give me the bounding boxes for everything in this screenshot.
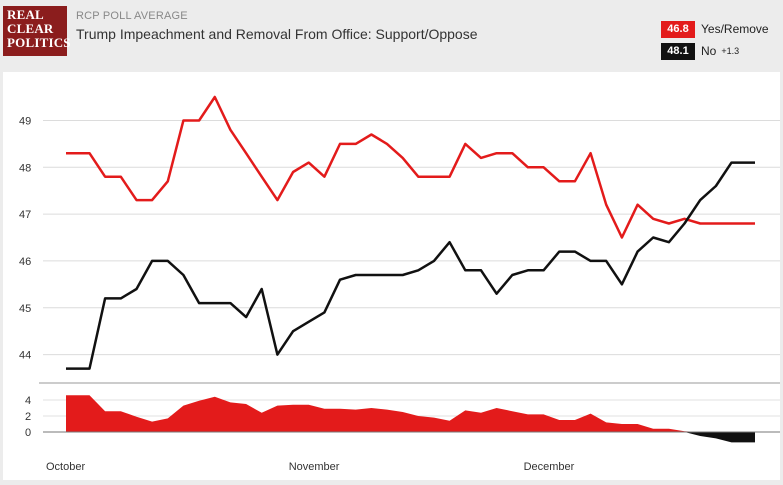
chart-title: Trump Impeachment and Removal From Offic…: [76, 26, 478, 42]
spread-area-negative: [66, 432, 755, 443]
chart-area: 44 45 46 47 48 49 0 2 4 October November December: [3, 72, 780, 480]
y-tick-label-46: 46: [19, 256, 31, 268]
y-tick-label-44: 44: [19, 350, 31, 362]
legend-label-yes: Yes/Remove: [701, 22, 769, 36]
x-tick-label-october: October: [46, 461, 85, 473]
y-tick-label-45: 45: [19, 303, 31, 315]
y-tick-label-49: 49: [19, 115, 31, 127]
series-line-no: [66, 161, 755, 370]
x-tick-label-december: December: [524, 461, 575, 473]
legend-value-no: 48.1: [661, 42, 695, 60]
x-tick-label-november: November: [289, 461, 340, 473]
chart-svg: 44 45 46 47 48 49 0 2 4 October November December: [19, 95, 780, 473]
legend-value-yes: 46.8: [661, 20, 695, 38]
spread-y-tick-label-2: 4: [25, 395, 31, 407]
logo-line-3: POLITICS: [7, 35, 71, 50]
rcp-logo[interactable]: REAL CLEAR POLITICS: [3, 6, 71, 56]
spread-y-tick-label-0: 0: [25, 427, 31, 439]
logo-line-2: CLEAR: [7, 21, 54, 36]
legend-item-no[interactable]: 48.1 No +1.3: [661, 42, 739, 60]
y-tick-label-48: 48: [19, 162, 31, 174]
series-line-yes: [66, 95, 755, 239]
spread-y-tick-label-1: 2: [25, 411, 31, 423]
logo-line-1: REAL: [7, 7, 44, 22]
y-tick-label-47: 47: [19, 209, 31, 221]
spread-area-positive: [66, 395, 755, 432]
legend-change-no: +1.3: [721, 46, 740, 56]
legend: 46.8 Yes/Remove 48.1 No +1.3: [661, 16, 777, 64]
legend-item-yes[interactable]: 46.8 Yes/Remove: [661, 20, 769, 38]
chart-kicker: RCP POLL AVERAGE: [76, 10, 188, 22]
legend-label-no: No: [701, 44, 717, 58]
